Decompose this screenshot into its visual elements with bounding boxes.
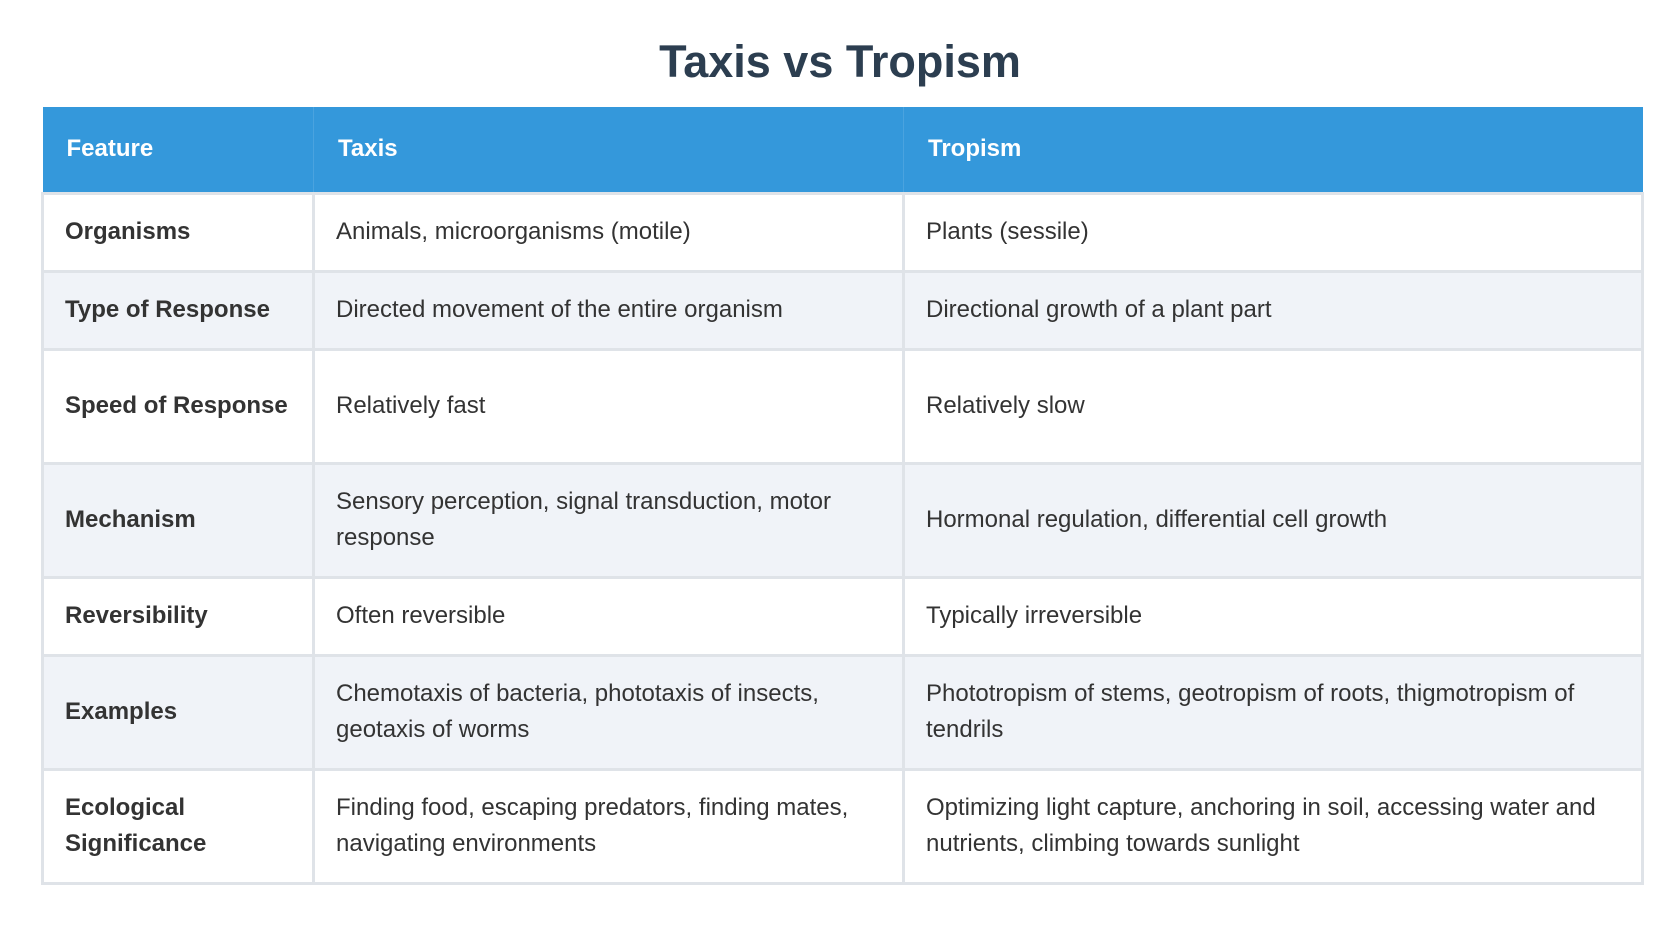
table-row: Speed of Response Relatively fast Relati… [41,347,1644,465]
table-row: Examples Chemotaxis of bacteria, photota… [41,653,1644,771]
tropism-cell: Phototropism of stems, geotropism of roo… [902,653,1644,771]
feature-cell: Type of Response [41,269,315,351]
tropism-cell: Hormonal regulation, differential cell g… [902,461,1644,579]
tropism-cell: Typically irreversible [902,575,1644,657]
feature-cell: Speed of Response [41,347,315,465]
table-body: Organisms Animals, microorganisms (motil… [41,191,1644,885]
header-taxis: Taxis [313,107,904,193]
feature-cell: Reversibility [41,575,315,657]
table-row: Reversibility Often reversible Typically… [41,575,1644,657]
header-row: Feature Taxis Tropism [42,107,1643,193]
tropism-cell: Optimizing light capture, anchoring in s… [902,767,1644,885]
feature-cell: Organisms [41,191,315,273]
tropism-cell: Directional growth of a plant part [902,269,1644,351]
comparison-table: Feature Taxis Tropism Organisms Animals,… [41,107,1644,885]
table-header: Feature Taxis Tropism [42,107,1643,193]
taxis-cell: Sensory perception, signal transduction,… [312,461,905,579]
header-tropism: Tropism [903,107,1643,193]
tropism-cell: Plants (sessile) [902,191,1644,273]
taxis-cell: Often reversible [312,575,905,657]
taxis-cell: Animals, microorganisms (motile) [312,191,905,273]
taxis-cell: Chemotaxis of bacteria, phototaxis of in… [312,653,905,771]
feature-cell: Mechanism [41,461,315,579]
table-row: Mechanism Sensory perception, signal tra… [41,461,1644,579]
table-row: Ecological Significance Finding food, es… [41,767,1644,885]
comparison-table-container: Feature Taxis Tropism Organisms Animals,… [41,107,1644,885]
table-row: Organisms Animals, microorganisms (motil… [41,191,1644,273]
taxis-cell: Directed movement of the entire organism [312,269,905,351]
taxis-cell: Finding food, escaping predators, findin… [312,767,905,885]
tropism-cell: Relatively slow [902,347,1644,465]
feature-cell: Ecological Significance [41,767,315,885]
feature-cell: Examples [41,653,315,771]
page-title: Taxis vs Tropism [659,36,1021,87]
header-feature: Feature [42,107,314,193]
taxis-cell: Relatively fast [312,347,905,465]
table-row: Type of Response Directed movement of th… [41,269,1644,351]
